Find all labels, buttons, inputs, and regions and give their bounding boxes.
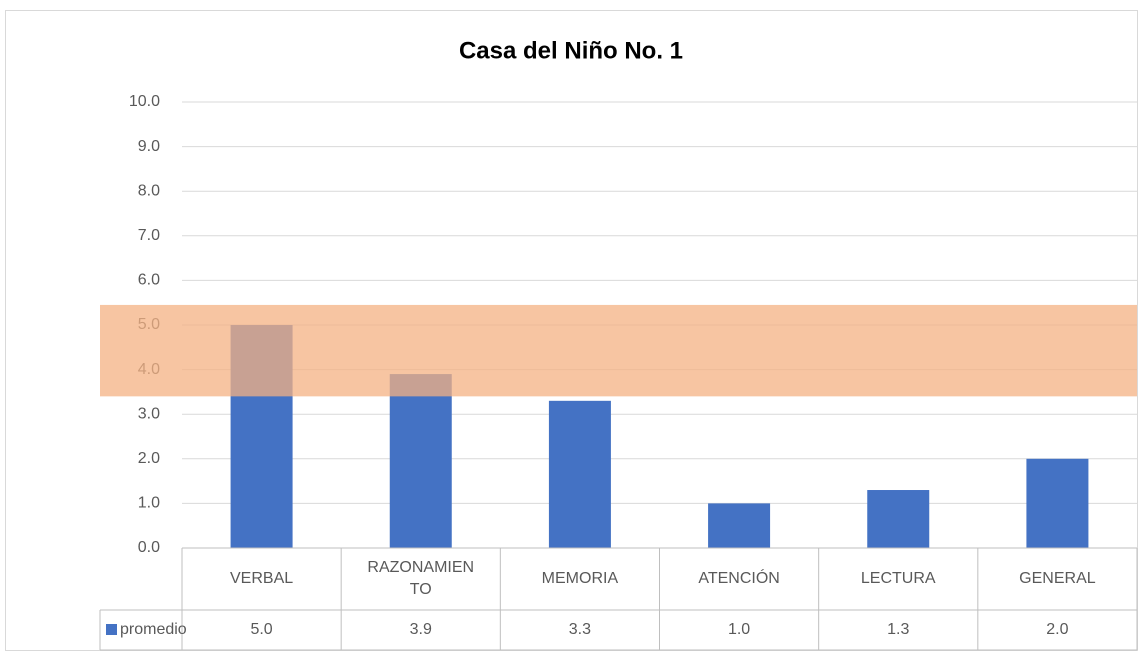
x-tick-label: RAZONAMIENTO bbox=[367, 559, 475, 598]
x-tick-label: VERBAL bbox=[230, 570, 294, 587]
bar bbox=[708, 503, 771, 548]
x-tick-label-wrap: MEMORIA bbox=[500, 548, 659, 610]
x-tick-label-wrap: ATENCIÓN bbox=[660, 548, 819, 610]
bar bbox=[548, 400, 611, 548]
category-cell: VERBAL bbox=[182, 548, 341, 610]
category-cell: LECTURA bbox=[819, 548, 978, 610]
value-label: 2.0 bbox=[1046, 621, 1068, 638]
y-tick-label: 2.0 bbox=[138, 450, 160, 467]
value-label: 1.3 bbox=[887, 621, 909, 638]
x-tick-label: LECTURA bbox=[860, 570, 936, 587]
y-tick-label: 10.0 bbox=[129, 93, 160, 110]
y-tick-label: 8.0 bbox=[138, 182, 160, 199]
y-tick-label: 3.0 bbox=[138, 405, 160, 422]
x-tick-label-wrap: LECTURA bbox=[819, 548, 978, 610]
y-tick-label: 0.0 bbox=[138, 539, 160, 556]
category-cell: RAZONAMIENTO bbox=[341, 548, 500, 610]
x-tick-label: ATENCIÓN bbox=[698, 570, 780, 587]
value-label: 3.9 bbox=[410, 621, 432, 638]
category-cell: MEMORIA bbox=[500, 548, 659, 610]
x-tick-label: MEMORIA bbox=[541, 570, 619, 587]
bar bbox=[389, 374, 452, 548]
category-cell: GENERAL bbox=[978, 548, 1137, 610]
highlight-band bbox=[100, 304, 1137, 397]
x-tick-label-wrap: RAZONAMIENTO bbox=[341, 548, 500, 610]
legend-swatch bbox=[106, 624, 117, 635]
y-tick-label: 6.0 bbox=[138, 272, 160, 289]
legend-label: promedio bbox=[120, 621, 187, 638]
bar bbox=[1026, 458, 1089, 548]
value-label: 5.0 bbox=[250, 621, 272, 638]
y-tick-label: 7.0 bbox=[138, 227, 160, 244]
bar bbox=[867, 490, 930, 548]
y-tick-label: 1.0 bbox=[138, 495, 160, 512]
x-tick-label-wrap: GENERAL bbox=[978, 548, 1137, 610]
value-label: 3.3 bbox=[569, 621, 591, 638]
y-tick-label: 9.0 bbox=[138, 138, 160, 155]
x-tick-label-wrap: VERBAL bbox=[182, 548, 341, 610]
chart-title: Casa del Niño No. 1 bbox=[459, 37, 683, 64]
category-cell: ATENCIÓN bbox=[660, 548, 819, 610]
value-label: 1.0 bbox=[728, 621, 750, 638]
x-tick-label: GENERAL bbox=[1019, 570, 1096, 587]
